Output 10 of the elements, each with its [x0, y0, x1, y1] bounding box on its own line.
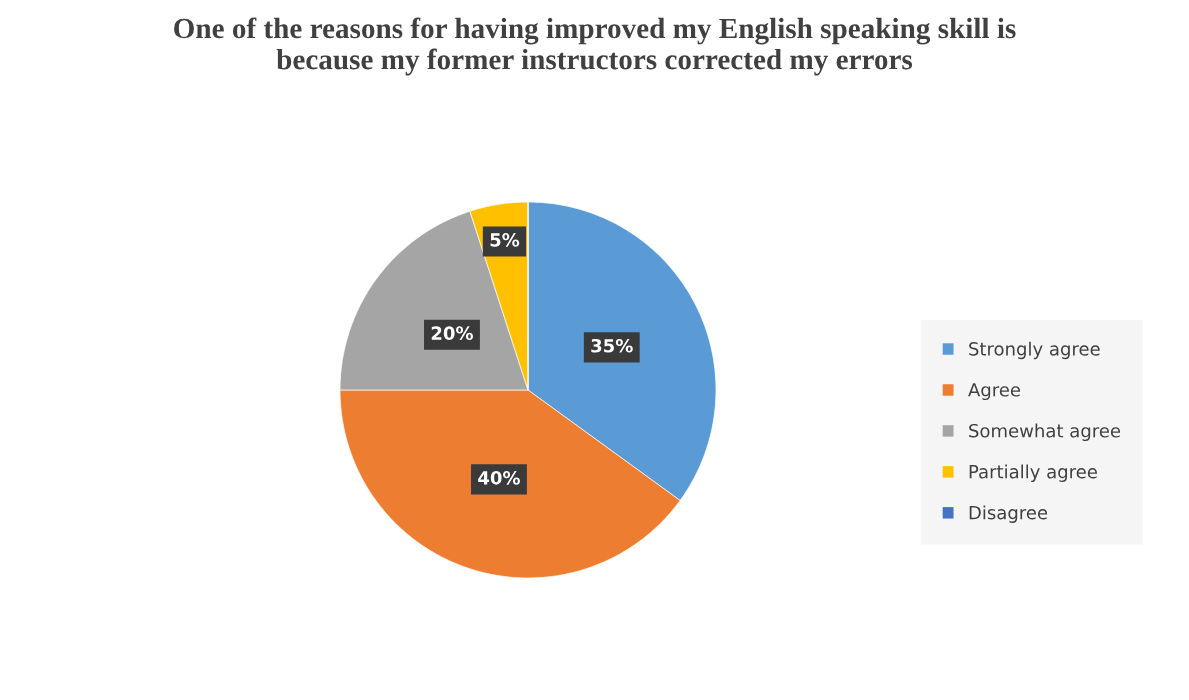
legend-label: Agree — [968, 383, 1021, 401]
data-label: 40% — [478, 470, 520, 485]
legend-label: Strongly agree — [969, 341, 1100, 360]
data-label: 35% — [591, 338, 633, 353]
data-label: 5% — [490, 233, 520, 247]
data-label: 20% — [431, 326, 473, 340]
legend-label: Somewhat agree — [969, 423, 1121, 442]
chart-title: One of the reasons for having improved my English speaking skill is because my former instructors corrected my errors — [174, 17, 1016, 76]
legend-label: Disagree — [969, 505, 1048, 523]
legend-label: Partially agree — [969, 464, 1097, 482]
